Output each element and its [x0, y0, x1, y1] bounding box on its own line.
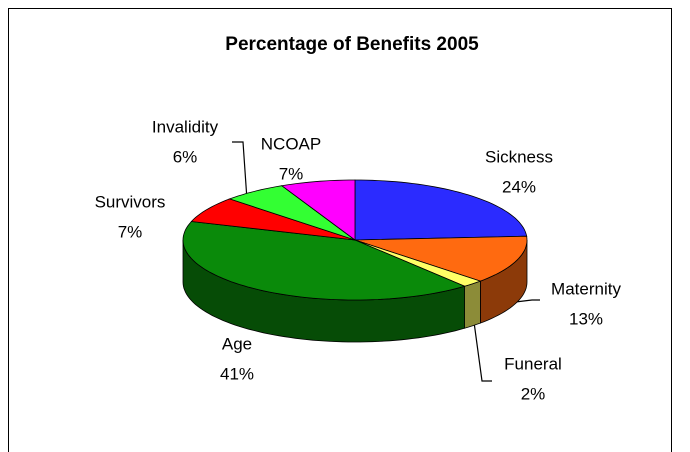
category-label: NCOAP	[261, 134, 321, 153]
value-label: 13%	[569, 309, 603, 328]
category-label: Sickness	[485, 147, 553, 166]
value-label: 2%	[521, 384, 546, 403]
value-label: 7%	[118, 222, 143, 241]
slice	[354, 235, 528, 282]
slice	[354, 179, 528, 241]
chart-title: Percentage of Benefits 2005	[225, 34, 479, 55]
category-label: Funeral	[504, 354, 562, 373]
category-label: Survivors	[95, 192, 166, 211]
value-label: 7%	[279, 164, 304, 183]
slice	[182, 221, 466, 301]
leader-line	[473, 321, 492, 382]
category-label: Maternity	[551, 279, 621, 298]
value-label: 6%	[173, 147, 198, 166]
slice	[190, 198, 356, 241]
slice	[228, 185, 356, 241]
value-label: 41%	[220, 364, 254, 383]
slice-side	[464, 280, 481, 329]
category-label: Age	[222, 334, 252, 353]
value-label: 24%	[502, 177, 536, 196]
leader-line	[232, 141, 248, 201]
category-label: Invalidity	[152, 117, 219, 136]
slice	[280, 179, 356, 241]
